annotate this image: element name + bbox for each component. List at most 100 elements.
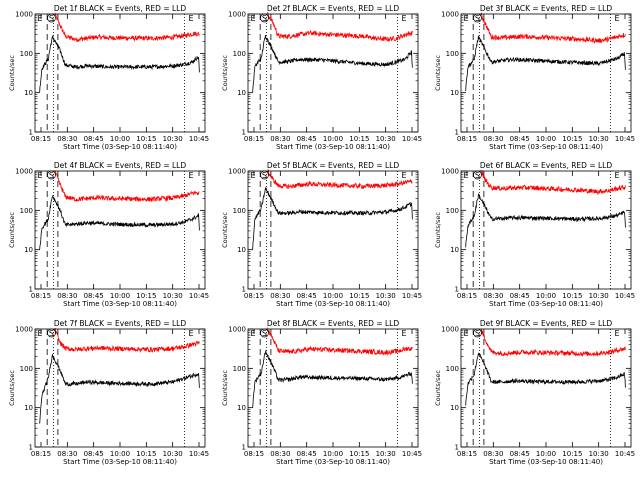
marker-s-circle bbox=[260, 13, 269, 23]
series-line-events bbox=[39, 354, 200, 424]
panel-7: Det 7f BLACK = Events, RED = LLD 1 10 100 10… bbox=[8, 319, 209, 466]
panel-title: Det 9f BLACK = Events, RED = LLD bbox=[480, 319, 613, 328]
panel-title: Det 2f BLACK = Events, RED = LLD bbox=[267, 4, 400, 13]
series-line-events bbox=[39, 35, 200, 93]
x-tick-label: 08:30 bbox=[270, 292, 290, 300]
marker-s-label: S bbox=[49, 14, 54, 23]
y-tick-label: 10 bbox=[24, 89, 33, 97]
x-tick-label: 08:15 bbox=[31, 135, 51, 143]
x-tick-label: 10:00 bbox=[323, 450, 343, 458]
series-line-events bbox=[465, 352, 626, 406]
x-axis-label: Start Time (03-Sep-10 08:11:40) bbox=[489, 458, 603, 466]
x-tick-label: 10:45 bbox=[615, 135, 635, 143]
x-tick-label: 10:30 bbox=[376, 450, 396, 458]
x-tick-label: 10:45 bbox=[189, 292, 209, 300]
marker-s-circle bbox=[260, 170, 269, 180]
y-tick-label: 100 bbox=[233, 50, 246, 58]
y-tick-label: 10 bbox=[237, 89, 246, 97]
marker-left-e-label: E bbox=[463, 171, 468, 180]
x-tick-label: 10:45 bbox=[189, 135, 209, 143]
y-axis-label: Counts/sec bbox=[221, 55, 229, 91]
series-line-events bbox=[252, 350, 413, 408]
x-tick-label: 08:45 bbox=[84, 135, 104, 143]
marker-left-e-label: E bbox=[37, 14, 42, 23]
x-tick-label: 08:30 bbox=[57, 135, 77, 143]
x-tick-label: 10:00 bbox=[110, 135, 130, 143]
x-tick-label: 08:30 bbox=[57, 450, 77, 458]
y-tick-label: 1 bbox=[455, 129, 459, 137]
marker-s-circle bbox=[260, 328, 269, 338]
x-tick-label: 08:30 bbox=[483, 292, 503, 300]
x-tick-label: 10:30 bbox=[163, 135, 183, 143]
y-tick-label: 10 bbox=[24, 246, 33, 254]
marker-s-label: S bbox=[49, 171, 54, 180]
y-tick-label: 1000 bbox=[15, 326, 33, 334]
marker-e-label: E bbox=[615, 171, 620, 180]
panel-title: Det 8f BLACK = Events, RED = LLD bbox=[267, 319, 400, 328]
x-tick-label: 10:45 bbox=[615, 292, 635, 300]
x-axis-label: Start Time (03-Sep-10 08:11:40) bbox=[489, 300, 603, 308]
panel-8: Det 8f BLACK = Events, RED = LLD 1 10 100 10… bbox=[221, 319, 422, 466]
y-tick-label: 100 bbox=[20, 365, 33, 373]
x-tick-label: 08:15 bbox=[457, 450, 477, 458]
y-tick-label: 10 bbox=[24, 404, 33, 412]
y-axis-label: Counts/sec bbox=[8, 212, 16, 248]
panel-6: Det 6f BLACK = Events, RED = LLD 1 10 100 10… bbox=[434, 161, 635, 308]
x-tick-label: 10:00 bbox=[323, 292, 343, 300]
x-tick-label: 08:45 bbox=[297, 292, 317, 300]
series-line-events bbox=[465, 35, 626, 92]
x-axis-label: Start Time (03-Sep-10 08:11:40) bbox=[63, 143, 177, 151]
x-tick-label: 08:45 bbox=[510, 292, 530, 300]
x-tick-label: 10:00 bbox=[536, 135, 556, 143]
marker-e-label: E bbox=[189, 14, 194, 23]
y-tick-label: 100 bbox=[20, 50, 33, 58]
x-tick-label: 10:15 bbox=[136, 450, 156, 458]
x-tick-label: 10:30 bbox=[376, 135, 396, 143]
marker-s-circle bbox=[47, 170, 56, 180]
marker-s-circle bbox=[47, 13, 56, 23]
x-tick-label: 10:15 bbox=[562, 292, 582, 300]
series-line-lld bbox=[54, 327, 200, 354]
x-tick-label: 10:30 bbox=[589, 135, 609, 143]
y-tick-label: 1 bbox=[242, 129, 246, 137]
x-tick-label: 10:45 bbox=[402, 135, 422, 143]
x-tick-label: 10:30 bbox=[376, 292, 396, 300]
x-tick-label: 08:15 bbox=[244, 450, 264, 458]
panel-5: Det 5f BLACK = Events, RED = LLD 1 10 100 10… bbox=[221, 161, 422, 308]
y-tick-label: 100 bbox=[233, 365, 246, 373]
marker-e-label: E bbox=[189, 329, 194, 338]
x-tick-label: 10:00 bbox=[536, 450, 556, 458]
marker-e-label: E bbox=[402, 14, 407, 23]
x-axis-label: Start Time (03-Sep-10 08:11:40) bbox=[276, 300, 390, 308]
y-tick-label: 100 bbox=[446, 365, 459, 373]
x-tick-label: 10:00 bbox=[110, 450, 130, 458]
x-tick-label: 10:30 bbox=[163, 450, 183, 458]
marker-s-label: S bbox=[475, 329, 480, 338]
x-tick-label: 10:15 bbox=[562, 450, 582, 458]
x-axis-label: Start Time (03-Sep-10 08:11:40) bbox=[489, 143, 603, 151]
x-tick-label: 10:15 bbox=[349, 135, 369, 143]
x-tick-label: 08:15 bbox=[244, 292, 264, 300]
marker-s-circle bbox=[47, 328, 56, 338]
marker-s-label: S bbox=[475, 14, 480, 23]
series-line-lld bbox=[54, 12, 200, 43]
y-tick-label: 10 bbox=[450, 89, 459, 97]
panel-title: Det 5f BLACK = Events, RED = LLD bbox=[267, 161, 400, 170]
y-tick-label: 1 bbox=[455, 444, 459, 452]
marker-e-label: E bbox=[615, 329, 620, 338]
marker-left-e-label: E bbox=[37, 329, 42, 338]
panel-title: Det 3f BLACK = Events, RED = LLD bbox=[480, 4, 613, 13]
x-tick-label: 08:45 bbox=[84, 292, 104, 300]
marker-e-label: E bbox=[189, 171, 194, 180]
y-axis-label: Counts/sec bbox=[221, 212, 229, 248]
marker-s-label: S bbox=[262, 14, 267, 23]
x-axis-label: Start Time (03-Sep-10 08:11:40) bbox=[63, 300, 177, 308]
x-tick-label: 08:30 bbox=[270, 450, 290, 458]
marker-s-label: S bbox=[262, 171, 267, 180]
x-axis-label: Start Time (03-Sep-10 08:11:40) bbox=[276, 458, 390, 466]
y-tick-label: 10 bbox=[450, 246, 459, 254]
series-line-lld bbox=[480, 169, 626, 196]
x-tick-label: 08:15 bbox=[457, 292, 477, 300]
x-tick-label: 08:45 bbox=[510, 135, 530, 143]
y-tick-label: 100 bbox=[446, 207, 459, 215]
